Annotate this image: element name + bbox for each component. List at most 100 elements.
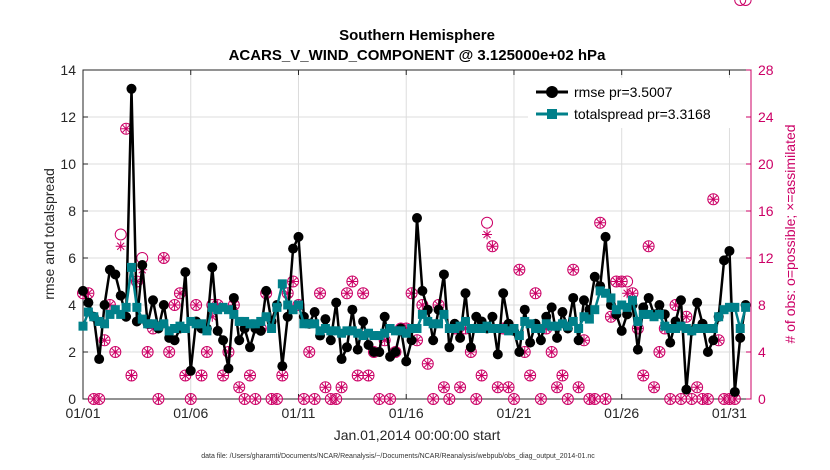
totalspread-point xyxy=(541,319,551,329)
totalspread-point xyxy=(326,326,336,336)
obs-assimilated-point xyxy=(223,347,234,357)
totalspread-point xyxy=(450,324,460,333)
totalspread-point xyxy=(504,326,514,336)
totalspread-point xyxy=(649,312,659,322)
obs-assimilated-point xyxy=(643,241,654,252)
obs-assimilated-point xyxy=(471,394,482,404)
obs-assimilated-point xyxy=(309,394,320,404)
totalspread-point xyxy=(735,324,745,333)
rmse-point xyxy=(148,295,159,306)
y-tick-label: 0 xyxy=(68,391,76,407)
totalspread-point xyxy=(94,316,104,326)
rmse-point xyxy=(137,260,148,271)
x-axis: 01/01 01/06 01/11 01/16 01/21 01/26 01/31 xyxy=(65,70,747,421)
obs-possible-point xyxy=(524,369,537,382)
obs-assimilated-point xyxy=(374,394,385,404)
obs-assimilated-star xyxy=(530,288,541,299)
totalspread-point xyxy=(439,309,449,319)
totalspread-point xyxy=(380,328,390,338)
rmse-point xyxy=(331,297,342,308)
rmse-point xyxy=(557,307,568,318)
obs-assimilated-star xyxy=(266,394,277,404)
obs-assimilated-point xyxy=(702,394,713,404)
footnote: data file: /Users/gharamti/Documents/NCA… xyxy=(201,453,595,460)
rmse-point xyxy=(514,347,525,357)
obs-assimilated-point xyxy=(638,370,649,381)
obs-possible-point xyxy=(244,369,256,382)
chart-title: Southern Hemisphere xyxy=(339,27,495,44)
totalspread-point xyxy=(310,319,320,329)
obs-assimilated-point xyxy=(298,394,309,404)
obs-assimilated-point xyxy=(552,382,563,393)
obs-assimilated-star xyxy=(94,394,105,404)
obs-assimilated-point xyxy=(686,394,697,404)
y2-tick-label: 0 xyxy=(758,391,766,407)
obs-assimilated-point xyxy=(385,394,396,404)
obs-assimilated-star xyxy=(535,394,546,404)
obs-assimilated-point xyxy=(164,347,175,357)
rmse-point xyxy=(83,297,94,308)
y2-tick-label: 16 xyxy=(758,203,774,219)
obs-assimilated-star xyxy=(428,394,439,404)
totalspread-point xyxy=(428,319,438,329)
totalspread-point xyxy=(315,326,325,336)
obs-possible-point xyxy=(168,299,181,311)
obs-possible-point xyxy=(346,275,359,288)
totalspread-point xyxy=(396,326,406,336)
obs-assimilated-point xyxy=(239,394,250,404)
rmse-line xyxy=(81,87,747,394)
obs-possible-point xyxy=(141,346,154,358)
obs-assimilated-star xyxy=(611,276,622,287)
obs-assimilated-point xyxy=(535,394,546,404)
rmse-point xyxy=(390,347,401,357)
obs-assimilated-star xyxy=(164,347,175,357)
obs-assimilated-star xyxy=(320,382,331,393)
obs-assimilated-point xyxy=(654,347,665,357)
totalspread-point xyxy=(557,319,567,329)
obs-assimilated-point xyxy=(605,311,616,322)
obs-assimilated-star xyxy=(438,382,449,393)
obs-possible-point xyxy=(152,393,165,405)
obs-assimilated-star xyxy=(347,276,358,287)
totalspread-point xyxy=(417,309,427,319)
obs-assimilated-point xyxy=(94,394,105,404)
rmse-point xyxy=(212,325,223,336)
obs-possible-point xyxy=(534,393,547,405)
obs-assimilated-point xyxy=(234,382,245,393)
totalspread-point xyxy=(121,302,131,312)
obs-possible-point xyxy=(281,287,294,300)
totalspread-point xyxy=(493,324,503,333)
obs-possible-point xyxy=(217,369,230,382)
legend-marker-totalspread xyxy=(547,109,557,119)
totalspread-point xyxy=(320,324,330,333)
y-axis-left: 0 2 4 6 8 10 12 14 xyxy=(60,62,88,407)
obs-assimilated-star xyxy=(223,347,234,357)
totalspread-point xyxy=(644,309,654,319)
obs-assimilated-point xyxy=(627,288,638,299)
obs-assimilated-star xyxy=(476,370,487,381)
totalspread-point xyxy=(590,305,600,315)
obs-assimilated-star xyxy=(503,382,514,393)
obs-assimilated-point xyxy=(541,323,552,334)
obs-assimilated-star xyxy=(158,253,169,263)
obs-assimilated-star xyxy=(546,347,557,357)
totalspread-point xyxy=(385,324,395,333)
y-tick-label: 4 xyxy=(68,297,76,313)
totalspread-point xyxy=(606,293,616,303)
totalspread-point xyxy=(186,316,196,326)
legend-box xyxy=(528,78,746,128)
obs-assimilated-star xyxy=(589,394,600,404)
obs-assimilated-star xyxy=(616,276,627,287)
totalspread-point xyxy=(654,309,664,319)
obs-assimilated-point xyxy=(412,335,422,346)
obs-assimilated-star xyxy=(557,370,568,381)
totalspread-point xyxy=(407,324,417,333)
totalspread-point xyxy=(369,331,379,341)
obs-assimilated-star xyxy=(401,323,412,334)
rmse-point xyxy=(568,292,579,303)
rmse-point xyxy=(401,356,412,367)
obs-possible-point xyxy=(340,287,353,300)
obs-assimilated-star xyxy=(719,394,730,404)
rmse-point xyxy=(675,295,686,306)
y2-tick-label: 8 xyxy=(758,297,766,313)
